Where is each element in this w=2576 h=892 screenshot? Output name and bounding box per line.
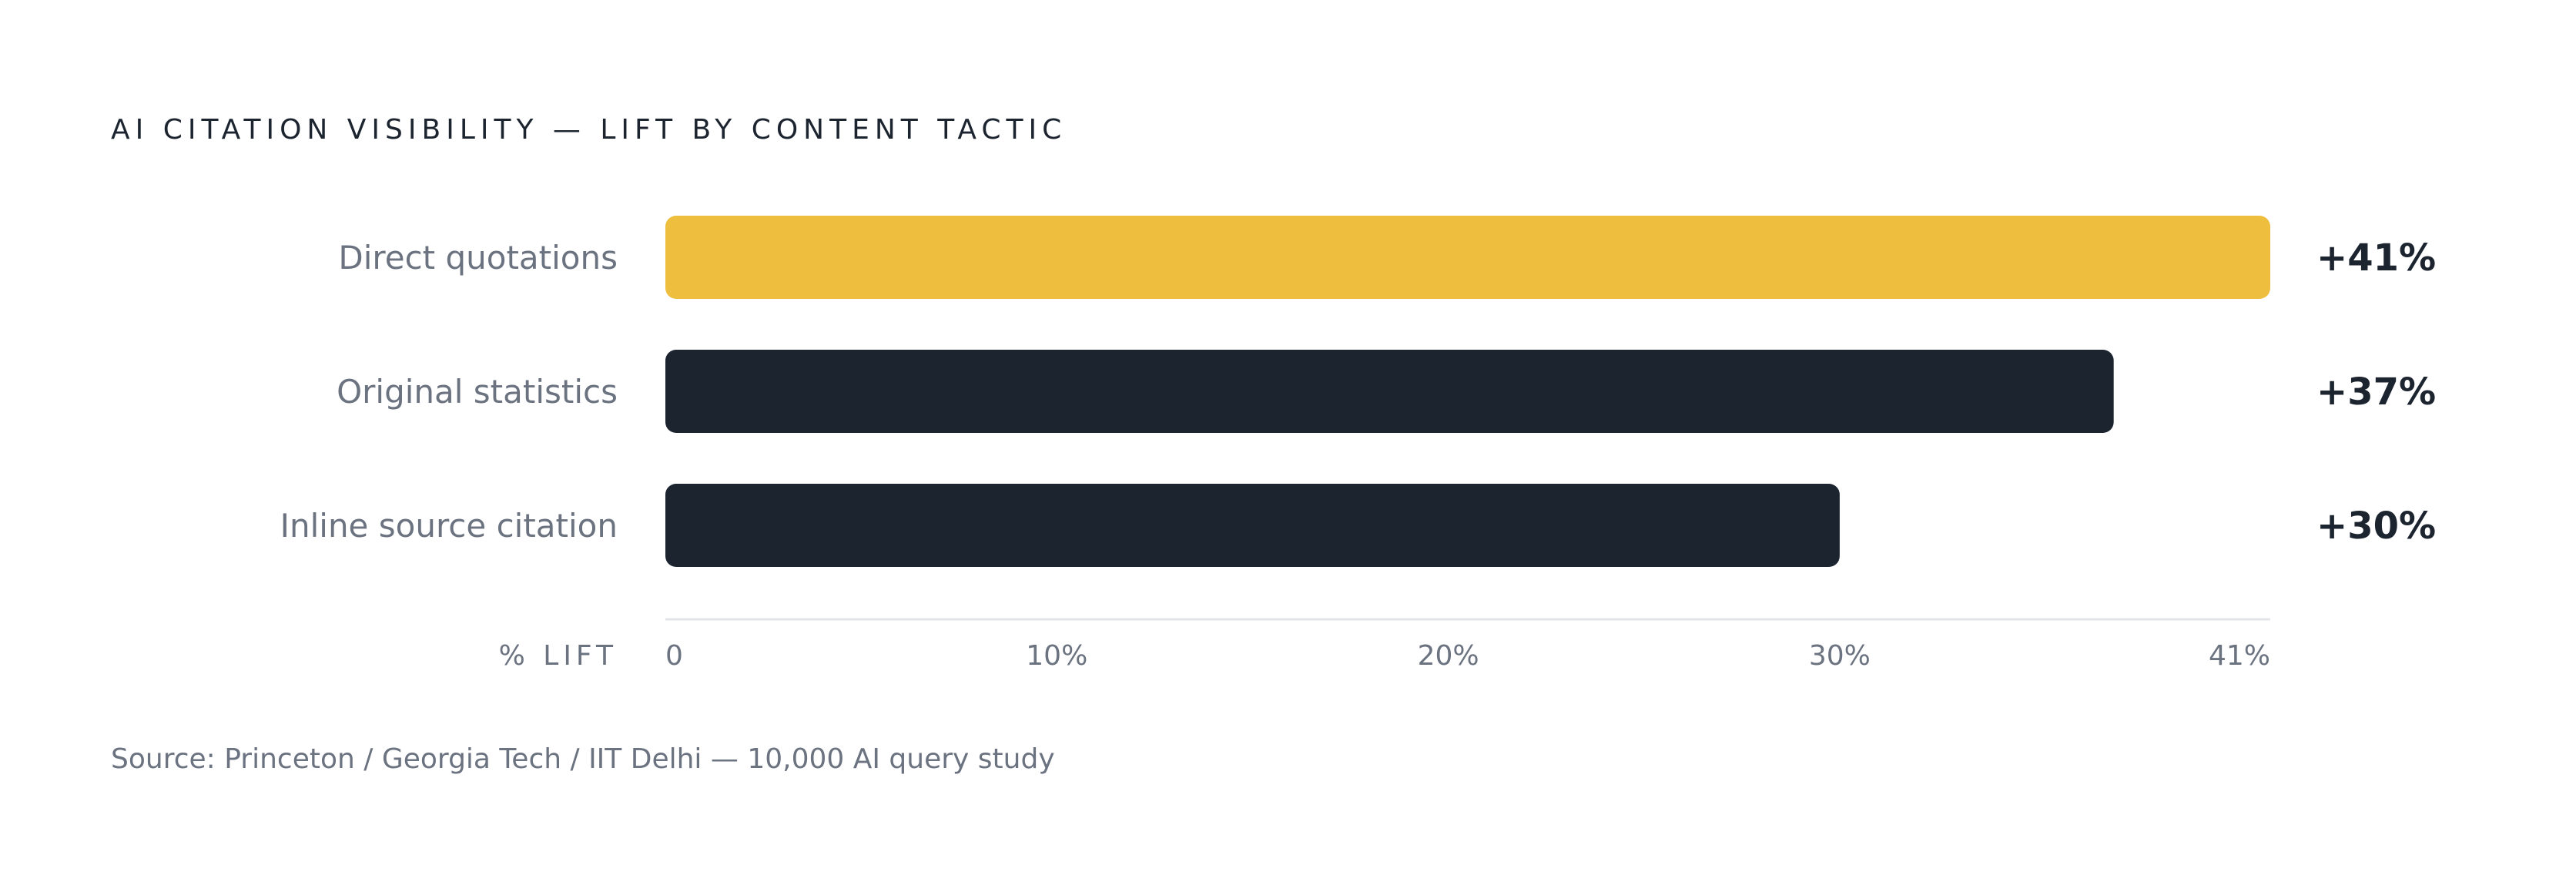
category-label: Original statistics	[337, 373, 618, 411]
value-label: +30%	[2316, 505, 2436, 548]
source-note: Source: Princeton / Georgia Tech / IIT D…	[111, 743, 1055, 775]
bar	[665, 484, 1840, 567]
x-tick-label: 41%	[2209, 640, 2270, 672]
x-tick-label: 0	[665, 640, 683, 672]
category-label: Direct quotations	[338, 239, 618, 277]
bars-group: Direct quotations +41% Original statistics…	[280, 216, 2436, 567]
chart-title: AI CITATION VISIBILITY — LIFT BY CONTENT…	[111, 114, 1067, 146]
x-axis-title: % LIFT	[499, 640, 618, 672]
x-tick-label: 30%	[1809, 640, 1871, 672]
x-tick-label: 10%	[1026, 640, 1087, 672]
value-label: +37%	[2316, 371, 2436, 414]
bar	[665, 216, 2270, 299]
value-label: +41%	[2316, 236, 2436, 280]
x-axis-ticks: 0 10% 20% 30% 41%	[665, 640, 2270, 672]
category-label: Inline source citation	[280, 507, 618, 545]
x-tick-label: 20%	[1418, 640, 1479, 672]
bar	[665, 350, 2114, 433]
